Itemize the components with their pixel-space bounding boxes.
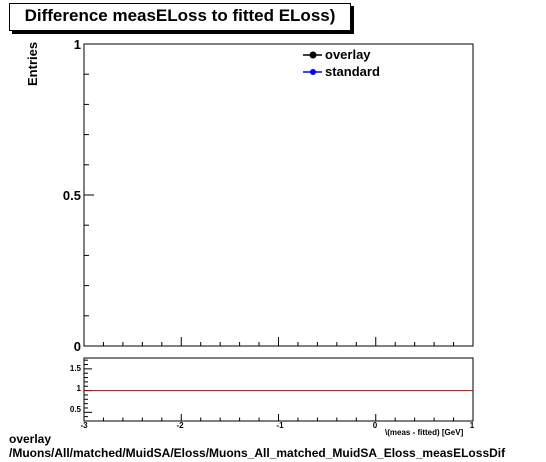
ratio-y-tick-1: 1	[76, 384, 81, 393]
y-tick-label-1: 1	[73, 37, 81, 52]
x-tick-label-neg3: -3	[80, 421, 88, 430]
ratio-y-tick-1-5: 1.5	[69, 364, 81, 373]
x-axis-label: \(meas - fitted) [GeV]	[385, 428, 464, 437]
x-tick-label-1: 1	[469, 421, 475, 430]
x-tick-label-0: 0	[372, 421, 378, 430]
ratio-plot-frame	[83, 357, 474, 422]
y-tick-label-0: 0	[73, 339, 81, 354]
x-tick-label-neg1: -1	[276, 421, 284, 430]
x-tick-label-neg2: -2	[176, 421, 184, 430]
legend-marker-standard	[310, 69, 316, 75]
y-axis-label: Entries	[25, 41, 40, 86]
legend-label-standard: standard	[325, 64, 380, 79]
footer-line-1: overlay	[9, 432, 52, 446]
legend-marker-overlay	[309, 51, 317, 59]
main-plot-frame	[83, 43, 474, 347]
chart-title: Difference measELoss to fitted ELoss)	[24, 6, 336, 25]
legend-label-overlay: overlay	[325, 47, 371, 62]
chart-title-box: Difference measELoss to fitted ELoss)	[9, 3, 351, 31]
ratio-y-tick-0-5: 0.5	[69, 405, 81, 414]
footer-line-2: /Muons/All/matched/MuidSA/Eloss/Muons_Al…	[9, 446, 506, 460]
y-tick-label-0-5: 0.5	[62, 188, 81, 203]
